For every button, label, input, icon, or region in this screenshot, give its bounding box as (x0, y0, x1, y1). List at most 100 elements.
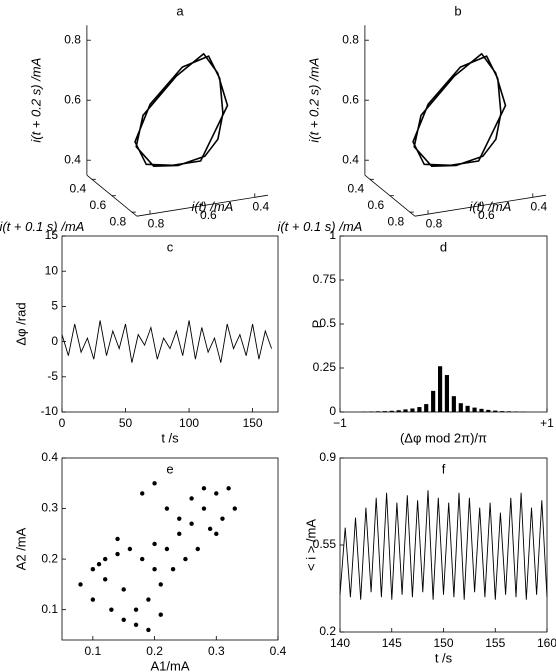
point (96, 561, 102, 567)
plot-frame (61, 457, 279, 641)
y-tick-label: 0 (51, 334, 58, 348)
plot-frame (339, 457, 548, 633)
point (115, 536, 120, 542)
y-tick-label: 1 (329, 228, 336, 242)
point (109, 607, 114, 612)
z-tick-label: 0.8 (342, 32, 359, 46)
point (146, 627, 151, 633)
point (146, 597, 151, 602)
y-tick-label: -5 (47, 369, 58, 383)
point (152, 481, 157, 486)
bar (472, 407, 477, 412)
point (133, 622, 139, 628)
x-tick-label: 0.1 (85, 644, 102, 658)
point (214, 491, 219, 496)
y-tick-label: 0.75 (313, 272, 337, 286)
y-tick-label: 0.6 (368, 198, 385, 212)
x-tick-label: 0.2 (146, 644, 163, 658)
bar (396, 410, 401, 412)
x-tick-label: 50 (119, 416, 133, 430)
y-tick-label: 0.8 (388, 214, 405, 228)
x-tick-label: 0.6 (200, 208, 217, 222)
bar (403, 409, 408, 412)
point (164, 546, 170, 552)
panel-title: f (442, 461, 446, 476)
point (140, 556, 145, 562)
y-tick-label: -10 (41, 404, 59, 418)
point (158, 582, 163, 587)
point (232, 506, 237, 511)
y-tick-label: 0.2 (319, 624, 336, 638)
y-tick-label: 0 (329, 404, 336, 418)
x-tick-label: 0.8 (426, 216, 443, 230)
x-axis-label: (Δφ mod 2π)/π (400, 430, 487, 445)
y-axis (86, 174, 138, 217)
panel-title: b (454, 3, 461, 18)
point (207, 526, 213, 531)
z-axis-label: i(t + 0.2 s) /mA (28, 58, 43, 143)
y-tick-label: 15 (45, 228, 59, 242)
plot-frame (61, 235, 279, 413)
x-axis-label: A1/mA (150, 658, 189, 672)
bar (493, 410, 498, 412)
y-axis-label: Δφ /rad (13, 302, 28, 345)
y-axis-label: A2 /mA (13, 527, 28, 570)
point (220, 516, 225, 521)
bar (486, 409, 491, 412)
x-axis-label: i(t) /mA (469, 199, 511, 214)
bar (424, 404, 429, 412)
z-tick-label: 0.6 (342, 92, 359, 106)
x-axis-label: t /s (435, 650, 453, 665)
z-tick-label: 0.6 (64, 92, 81, 106)
y-tick-label: 0.4 (348, 181, 365, 195)
point (177, 531, 182, 537)
y-tick-label: 0.3 (41, 501, 58, 515)
point (189, 521, 194, 526)
x-tick-label: 150 (243, 416, 263, 430)
point (115, 551, 120, 557)
x-tick-label: 100 (179, 416, 199, 430)
bar (431, 390, 436, 412)
point (140, 491, 145, 496)
y-tick-label: 10 (45, 263, 59, 277)
x-tick-label: 150 (433, 636, 453, 650)
point (158, 612, 163, 617)
x-tick-label: 145 (382, 636, 402, 650)
x-tick-label: 0.6 (478, 208, 495, 222)
point (189, 496, 194, 501)
point (90, 597, 96, 602)
point (127, 546, 133, 552)
x-axis-label: i(t) /mA (191, 199, 233, 214)
point (121, 617, 126, 622)
panel-title: d (440, 239, 447, 254)
bar (458, 403, 463, 412)
point (201, 506, 207, 511)
point (170, 567, 176, 572)
y-tick-label: 0.4 (41, 450, 58, 464)
point (152, 541, 157, 547)
y-tick-label: 0.4 (70, 181, 87, 195)
bar (389, 410, 394, 412)
point (152, 567, 157, 572)
point (164, 506, 170, 511)
trajectory (412, 53, 507, 167)
y-tick-label: 0.2 (41, 551, 58, 565)
point (78, 582, 83, 587)
bar (417, 407, 422, 412)
point (177, 516, 182, 521)
point (103, 556, 108, 562)
point (214, 531, 219, 537)
bar (375, 411, 381, 412)
bar (513, 411, 519, 412)
y-tick-label: 0.5 (319, 316, 336, 330)
point (121, 587, 126, 592)
series-line (339, 490, 548, 600)
point (195, 546, 200, 552)
x-tick-label: 140 (330, 636, 350, 650)
y-axis-label: P (309, 320, 324, 329)
bar (479, 408, 484, 412)
plot-frame (339, 235, 548, 413)
x-tick-label: 155 (485, 636, 505, 650)
bar (506, 411, 512, 412)
x-tick-label: 0.4 (252, 199, 269, 213)
